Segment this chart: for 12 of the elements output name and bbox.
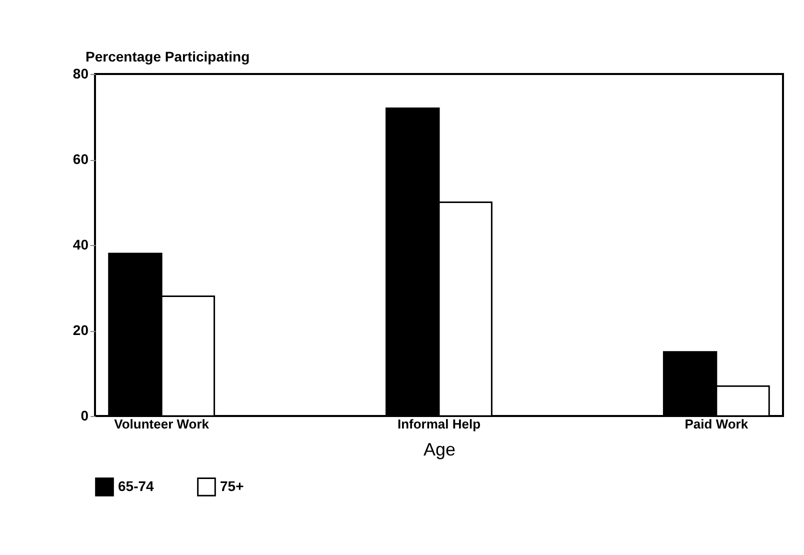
x-axis-title: Age [423, 440, 456, 460]
y-tick-label: 20 [72, 322, 89, 338]
x-tick-label: Volunteer Work [114, 416, 210, 432]
legend-label: 75+ [220, 478, 244, 494]
y-tick-label: 40 [72, 236, 89, 252]
y-tick-label: 80 [72, 66, 89, 82]
legend-label: 65-74 [118, 478, 154, 494]
x-tick-label: Paid Work [684, 416, 749, 432]
y-tick-label: 60 [72, 151, 89, 167]
y-axis-title: Percentage Participating [86, 48, 250, 64]
y-tick-label: 0 [80, 408, 89, 424]
x-tick-label: Informal Help [397, 416, 481, 432]
